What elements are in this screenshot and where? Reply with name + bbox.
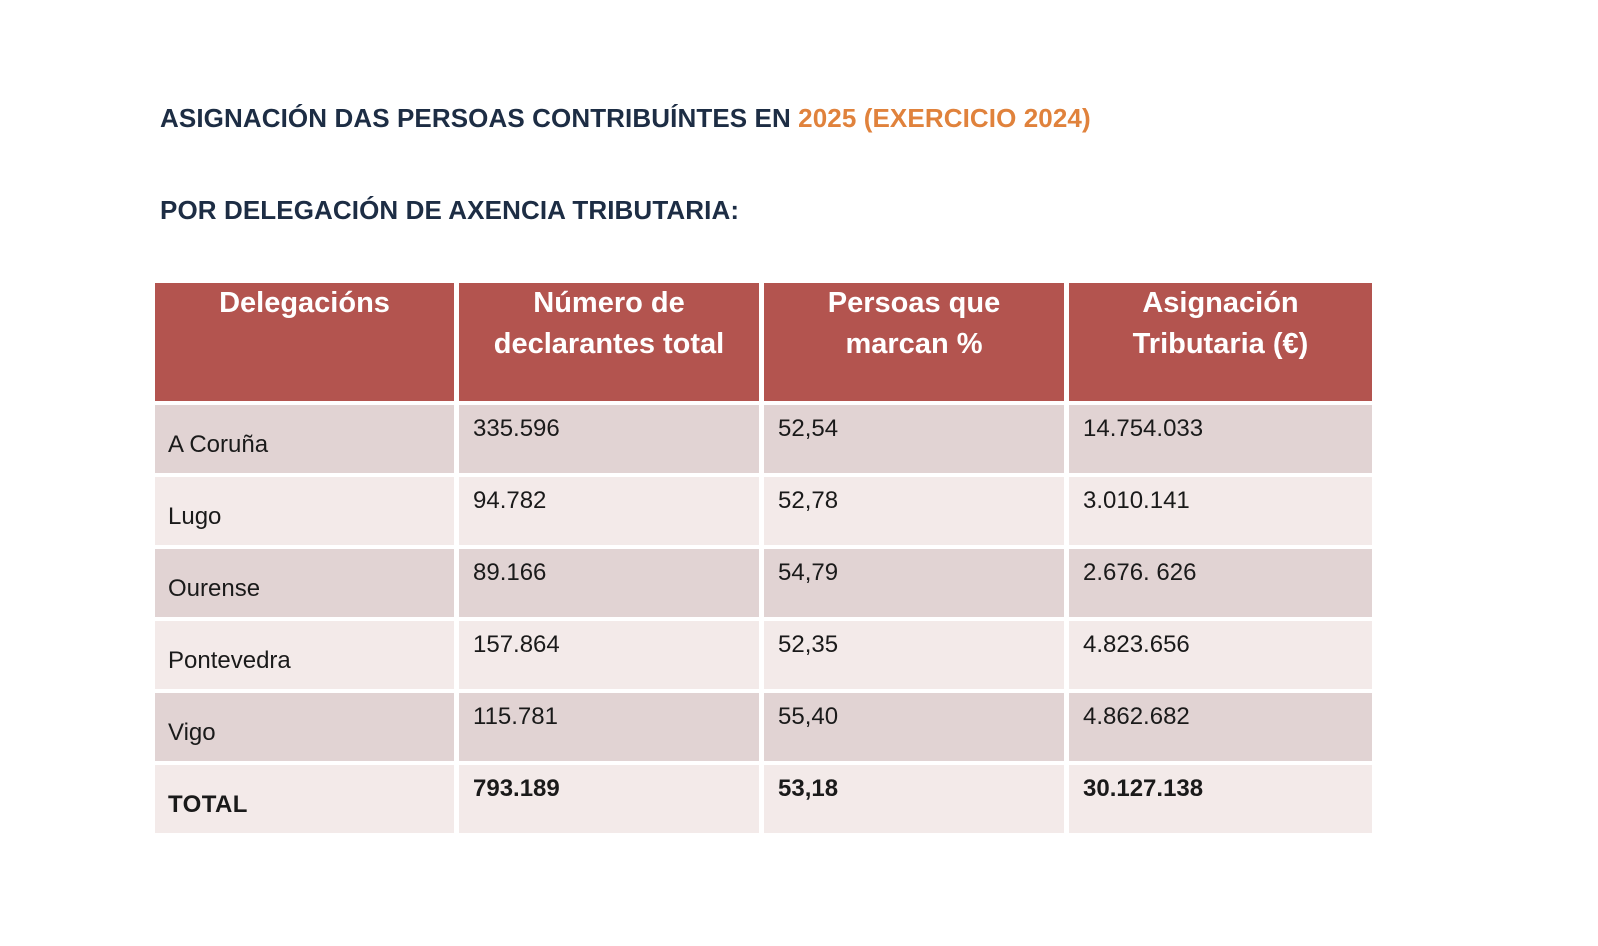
cell-delegacion: Vigo: [155, 693, 459, 765]
cell-delegacion-text: Vigo: [168, 719, 216, 746]
column-header-delegacions: Delegacións: [155, 283, 459, 405]
cell-delegacion-total-text: TOTAL: [168, 791, 248, 818]
cell-porcentaxe: 52,78: [764, 477, 1069, 549]
cell-porcentaxe: 55,40: [764, 693, 1069, 765]
page-title: ASIGNACIÓN DAS PERSOAS CONTRIBUÍNTES EN …: [160, 104, 1460, 224]
column-header-asignacion-line1: Asignación: [1142, 287, 1299, 319]
cell-declarantes-text: 94.782: [473, 487, 547, 514]
cell-asignacion-total: 30.127.138: [1069, 765, 1372, 833]
column-header-asignacion-line2: Tributaria (€): [1132, 328, 1309, 361]
cell-declarantes: 115.781: [459, 693, 764, 765]
cell-declarantes-text: 115.781: [473, 703, 558, 730]
cell-porcentaxe-text: 54,79: [778, 559, 839, 586]
table-header-row: Delegacións Número de declarantes total …: [155, 283, 1372, 405]
title-line-2: POR DELEGACIÓN DE AXENCIA TRIBUTARIA:: [160, 194, 740, 225]
cell-declarantes-text: 157.864: [473, 631, 560, 658]
table-body: A Coruña 335.596 52,54 14.754.033 Lugo 9…: [155, 405, 1372, 833]
assignment-table: Delegacións Número de declarantes total …: [155, 283, 1372, 833]
cell-asignacion-text: 2.676. 626: [1083, 559, 1197, 586]
cell-declarantes-text: 89.166: [473, 559, 547, 586]
cell-delegacion: Ourense: [155, 549, 459, 621]
cell-delegacion: Lugo: [155, 477, 459, 549]
cell-declarantes: 335.596: [459, 405, 764, 477]
cell-declarantes-total: 793.189: [459, 765, 764, 833]
column-header-porcentaxe-line2: marcan %: [845, 328, 983, 361]
cell-porcentaxe: 52,35: [764, 621, 1069, 693]
title-line-1: ASIGNACIÓN DAS PERSOAS CONTRIBUÍNTES EN …: [160, 104, 1460, 133]
cell-porcentaxe-text: 52,54: [778, 415, 839, 442]
column-header-asignacion: Asignación Tributaria (€): [1069, 283, 1372, 405]
cell-delegacion-text: A Coruña: [168, 431, 269, 458]
cell-declarantes: 89.166: [459, 549, 764, 621]
column-header-porcentaxe-line1: Persoas que: [827, 287, 1001, 319]
table-header: Delegacións Número de declarantes total …: [155, 283, 1372, 405]
table-row-total: TOTAL 793.189 53,18 30.127.138: [155, 765, 1372, 833]
table-row: A Coruña 335.596 52,54 14.754.033: [155, 405, 1372, 477]
cell-porcentaxe-text: 52,35: [778, 631, 839, 658]
assignment-table-container: Delegacións Número de declarantes total …: [155, 283, 1372, 838]
cell-declarantes: 94.782: [459, 477, 764, 549]
table-row: Vigo 115.781 55,40 4.862.682: [155, 693, 1372, 765]
cell-porcentaxe-text: 52,78: [778, 487, 839, 514]
cell-asignacion: 3.010.141: [1069, 477, 1372, 549]
cell-declarantes-total-text: 793.189: [473, 775, 560, 802]
column-header-delegacions-label: Delegacións: [219, 287, 390, 319]
cell-delegacion-text: Ourense: [168, 575, 261, 602]
cell-delegacion: A Coruña: [155, 405, 459, 477]
column-header-porcentaxe: Persoas que marcan %: [764, 283, 1069, 405]
cell-asignacion: 2.676. 626: [1069, 549, 1372, 621]
table-row: Lugo 94.782 52,78 3.010.141: [155, 477, 1372, 549]
column-header-declarantes: Número de declarantes total: [459, 283, 764, 405]
cell-asignacion: 4.862.682: [1069, 693, 1372, 765]
cell-delegacion: Pontevedra: [155, 621, 459, 693]
cell-porcentaxe: 54,79: [764, 549, 1069, 621]
table-row: Ourense 89.166 54,79 2.676. 626: [155, 549, 1372, 621]
cell-asignacion-text: 4.823.656: [1083, 631, 1190, 658]
title-line-1-accent: 2025 (EXERCICIO 2024): [798, 103, 1091, 133]
cell-asignacion: 4.823.656: [1069, 621, 1372, 693]
cell-declarantes: 157.864: [459, 621, 764, 693]
table-row: Pontevedra 157.864 52,35 4.823.656: [155, 621, 1372, 693]
title-line-1-plain: ASIGNACIÓN DAS PERSOAS CONTRIBUÍNTES EN: [160, 103, 799, 133]
cell-asignacion-text: 14.754.033: [1083, 415, 1204, 442]
cell-asignacion-total-text: 30.127.138: [1083, 775, 1204, 802]
cell-asignacion: 14.754.033: [1069, 405, 1372, 477]
column-header-declarantes-line2: declarantes total: [493, 328, 725, 361]
cell-porcentaxe-total-text: 53,18: [778, 775, 839, 802]
cell-porcentaxe-text: 55,40: [778, 703, 839, 730]
cell-asignacion-text: 3.010.141: [1083, 487, 1190, 514]
cell-delegacion-text: Lugo: [168, 503, 222, 530]
cell-delegacion-text: Pontevedra: [168, 647, 291, 674]
cell-delegacion-total: TOTAL: [155, 765, 459, 833]
cell-porcentaxe: 52,54: [764, 405, 1069, 477]
cell-declarantes-text: 335.596: [473, 415, 560, 442]
column-header-declarantes-line1: Número de: [533, 287, 685, 319]
cell-asignacion-text: 4.862.682: [1083, 703, 1190, 730]
cell-porcentaxe-total: 53,18: [764, 765, 1069, 833]
